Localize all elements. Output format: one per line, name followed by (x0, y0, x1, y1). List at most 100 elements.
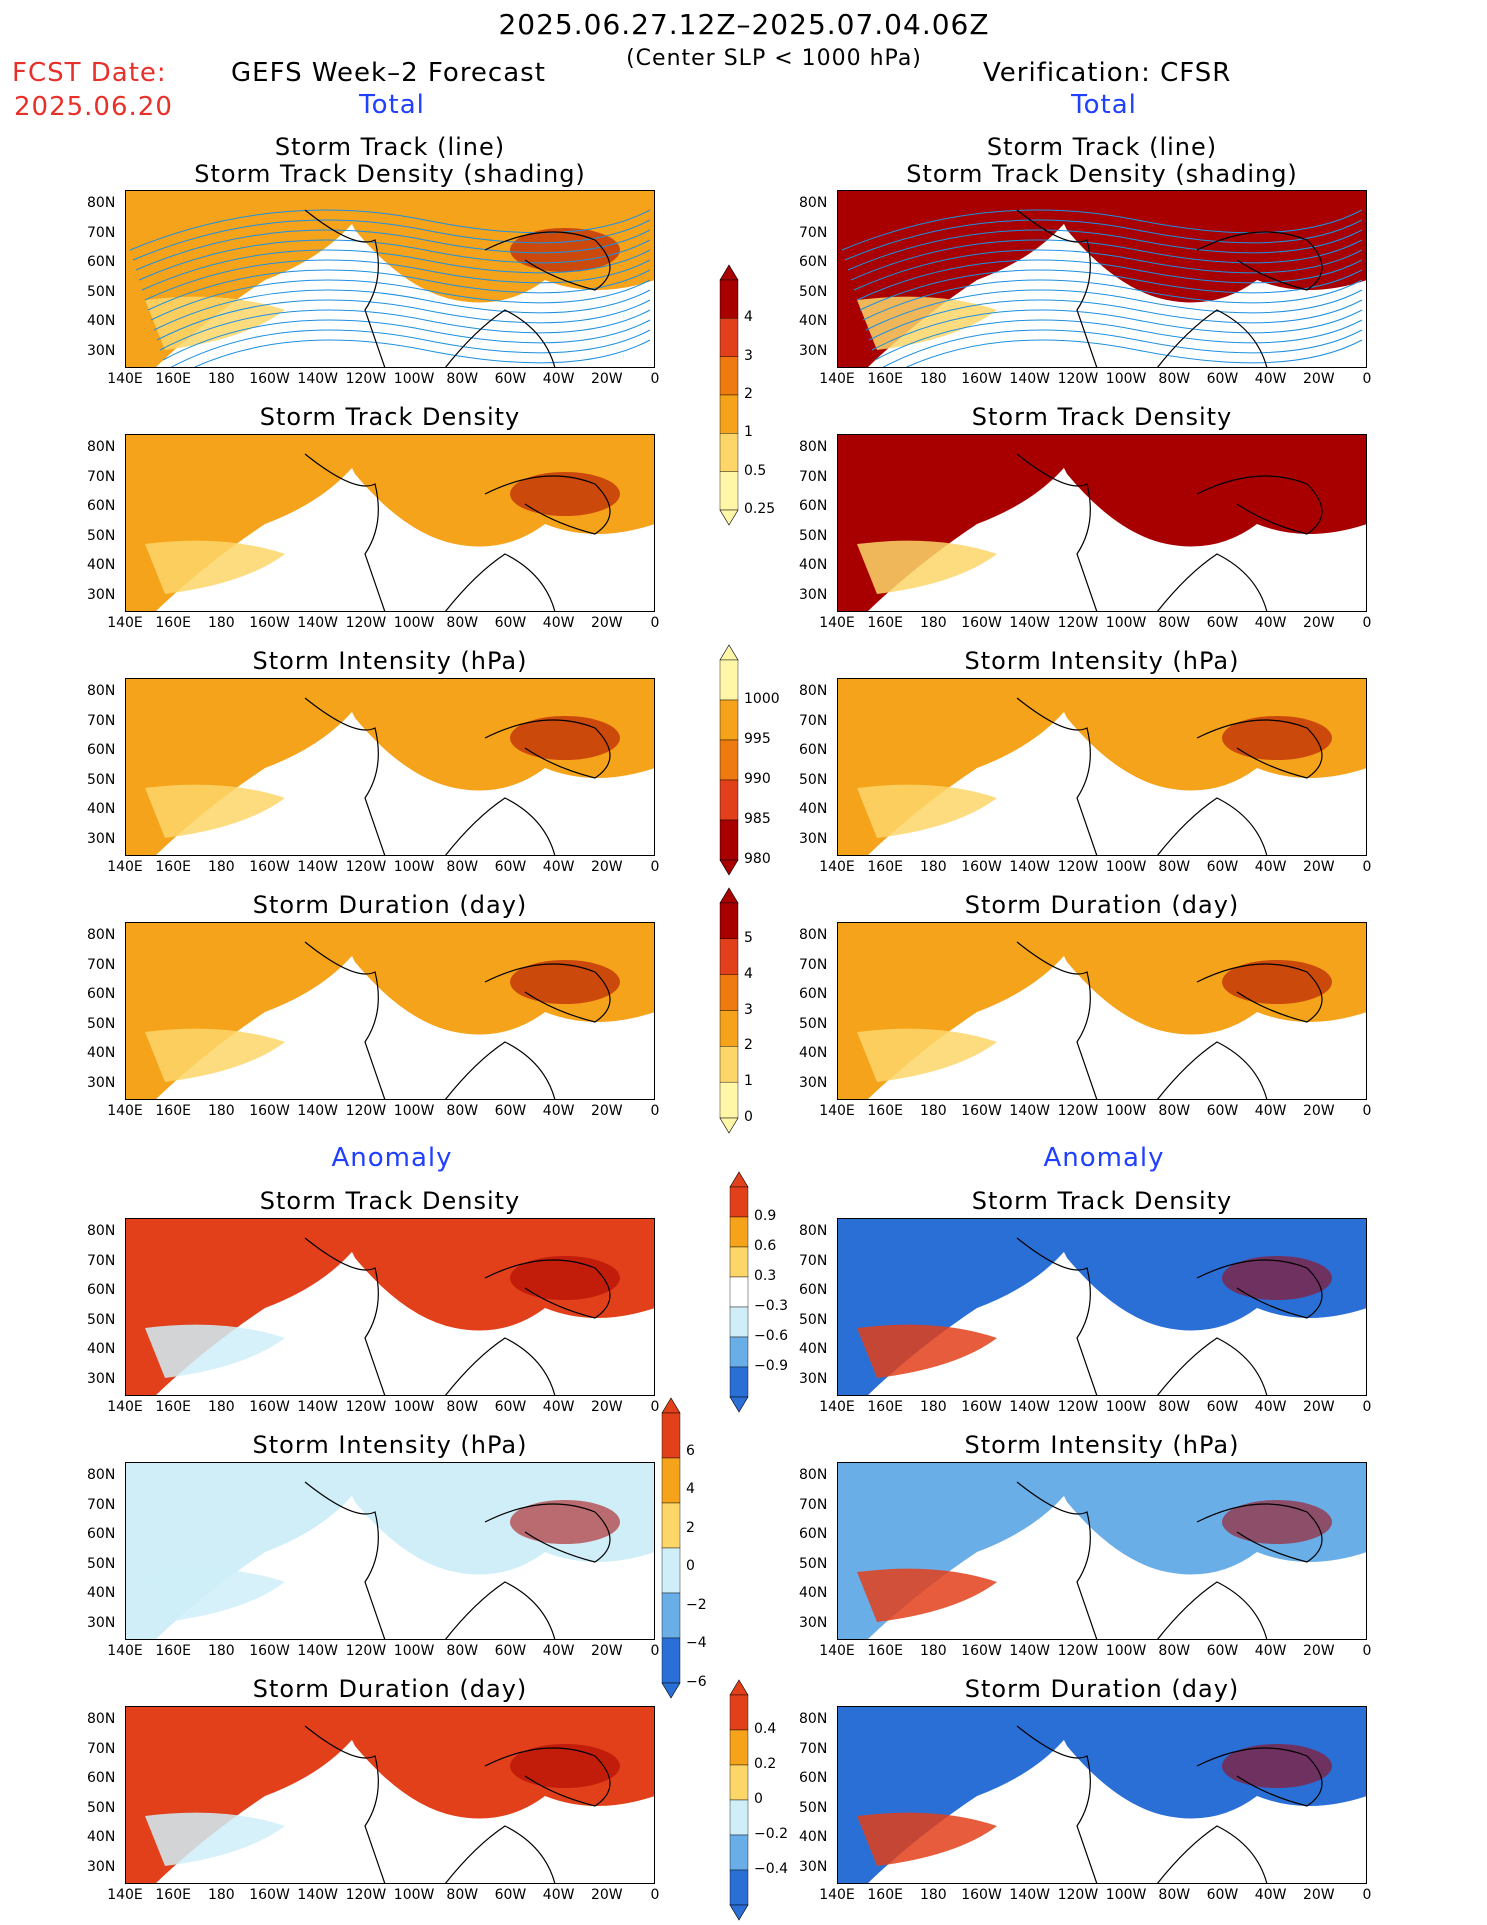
criterion-subtitle: (Center SLP < 1000 hPa) (626, 46, 922, 71)
panel-title: Storm Duration (day) (964, 1675, 1240, 1703)
lon-tick-label: 40W (1254, 615, 1287, 631)
colorbar-arrow-top (729, 1679, 749, 1696)
colorbar-segment (719, 699, 739, 741)
lat-tick-label: 60N (87, 1526, 116, 1542)
lat-tick-label: 30N (87, 342, 116, 359)
colorbar-segment (719, 659, 739, 701)
lon-tick-label: 160E (155, 615, 191, 631)
lon-tick-label: 140E (819, 371, 855, 387)
lat-tick-label: 30N (87, 586, 116, 603)
lon-tick-label: 80W (1158, 1643, 1191, 1659)
shaded-region (1047, 1462, 1367, 1575)
lat-tick-label: 80N (799, 195, 828, 211)
lat-tick-label: 30N (87, 1858, 116, 1875)
lon-tick-label: 180 (207, 1399, 235, 1415)
colorbar-segment (729, 1276, 749, 1308)
lon-tick-label: 100W (393, 1399, 435, 1415)
colorbar-segment (729, 1216, 749, 1248)
lat-tick-label: 40N (799, 1045, 828, 1061)
storm-track-line (156, 299, 651, 341)
colorbar-segment (719, 1010, 739, 1047)
storm-track-line (847, 229, 1363, 271)
lon-tick-label: 100W (1105, 859, 1147, 875)
lat-tick-label: 70N (799, 1252, 828, 1269)
panel-title: Storm Intensity (hPa) (964, 1431, 1240, 1459)
map-frame (125, 434, 655, 612)
lat-tick-label: 70N (799, 224, 828, 241)
colorbar-label: −4 (686, 1635, 707, 1652)
colorbar-segment (661, 1637, 681, 1684)
total-label-left: Total (359, 90, 425, 120)
lat-tick-label: 60N (87, 254, 116, 270)
lon-tick-label: 160E (867, 371, 903, 387)
colorbar-intensity-anomaly (661, 1397, 681, 1699)
lat-tick-label: 30N (87, 1370, 116, 1387)
lon-tick-label: 80W (1158, 1399, 1191, 1415)
lon-tick-label: 100W (393, 1103, 435, 1119)
colorbar-label: 5 (744, 929, 753, 946)
map-frame (125, 1462, 655, 1640)
lon-tick-label: 20W (590, 371, 623, 387)
lat-tick-label: 80N (87, 195, 116, 211)
fcst-date-label: FCST Date: (12, 58, 167, 88)
lat-tick-label: 50N (799, 1311, 828, 1328)
map-frame (837, 1462, 1367, 1640)
lon-tick-label: 80W (1158, 615, 1191, 631)
colorbar-arrow-top (719, 887, 739, 904)
panel-title: Storm Duration (day) (964, 891, 1240, 919)
lon-tick-label: 80W (446, 1643, 479, 1659)
lon-tick-label: 160E (155, 371, 191, 387)
colorbar-segment (719, 938, 739, 975)
storm-track-line (853, 249, 1363, 291)
lon-tick-label: 140W (297, 371, 339, 387)
lat-tick-label: 80N (799, 1467, 828, 1483)
lon-tick-label: 0 (1362, 371, 1372, 387)
lat-tick-label: 50N (799, 771, 828, 788)
colorbar-segment (729, 1306, 749, 1338)
lon-tick-label: 20W (590, 1103, 623, 1119)
lon-tick-label: 60W (1206, 1643, 1239, 1659)
colorbar-label: 0.9 (754, 1208, 777, 1224)
lon-tick-label: 20W (590, 1643, 623, 1659)
colorbar-duration-anomaly (729, 1679, 749, 1921)
coastline (304, 1481, 611, 1640)
lon-tick-label: 0 (650, 1887, 660, 1903)
lon-tick-label: 160E (867, 1103, 903, 1119)
lon-tick-label: 40W (542, 1887, 575, 1903)
lat-tick-label: 50N (87, 771, 116, 788)
lon-tick-label: 120W (345, 1103, 387, 1119)
colorbar-label: −0.9 (754, 1358, 788, 1374)
lon-tick-label: 0 (650, 371, 660, 387)
panel-title: Storm Duration (day) (252, 891, 528, 919)
anomaly-label-left: Anomaly (331, 1143, 453, 1173)
lon-tick-label: 160W (249, 371, 290, 387)
lon-tick-label: 140E (819, 1643, 855, 1659)
lon-tick-label: 60W (494, 859, 527, 875)
lon-tick-label: 140E (107, 615, 143, 631)
colorbar-label: 1 (744, 1073, 753, 1090)
lat-tick-label: 30N (799, 1614, 828, 1631)
storm-track-line (191, 339, 651, 368)
shaded-region (145, 1028, 285, 1082)
colorbar-label: 2 (744, 1037, 753, 1054)
lon-tick-label: 120W (345, 859, 387, 875)
lon-tick-label: 80W (446, 1399, 479, 1415)
lon-tick-label: 140W (1009, 1887, 1051, 1903)
lat-tick-label: 30N (799, 586, 828, 603)
lon-tick-label: 160W (249, 1887, 290, 1903)
lat-tick-label: 60N (87, 1282, 116, 1298)
coastline (304, 697, 611, 856)
lat-tick-label: 80N (87, 1467, 116, 1483)
lon-tick-label: 160W (961, 371, 1002, 387)
storm-track-line (159, 309, 651, 351)
lon-tick-label: 80W (446, 1887, 479, 1903)
colorbar-density-anomaly (729, 1171, 749, 1413)
map-panel (837, 1706, 1367, 1884)
shaded-region (335, 678, 655, 791)
map-panel (125, 190, 655, 368)
coastline (1016, 1237, 1323, 1396)
lon-tick-label: 20W (1302, 1103, 1335, 1119)
storm-track-line (865, 289, 1363, 331)
colorbar-segment (729, 1834, 749, 1871)
colorbar-density-total (719, 264, 739, 526)
